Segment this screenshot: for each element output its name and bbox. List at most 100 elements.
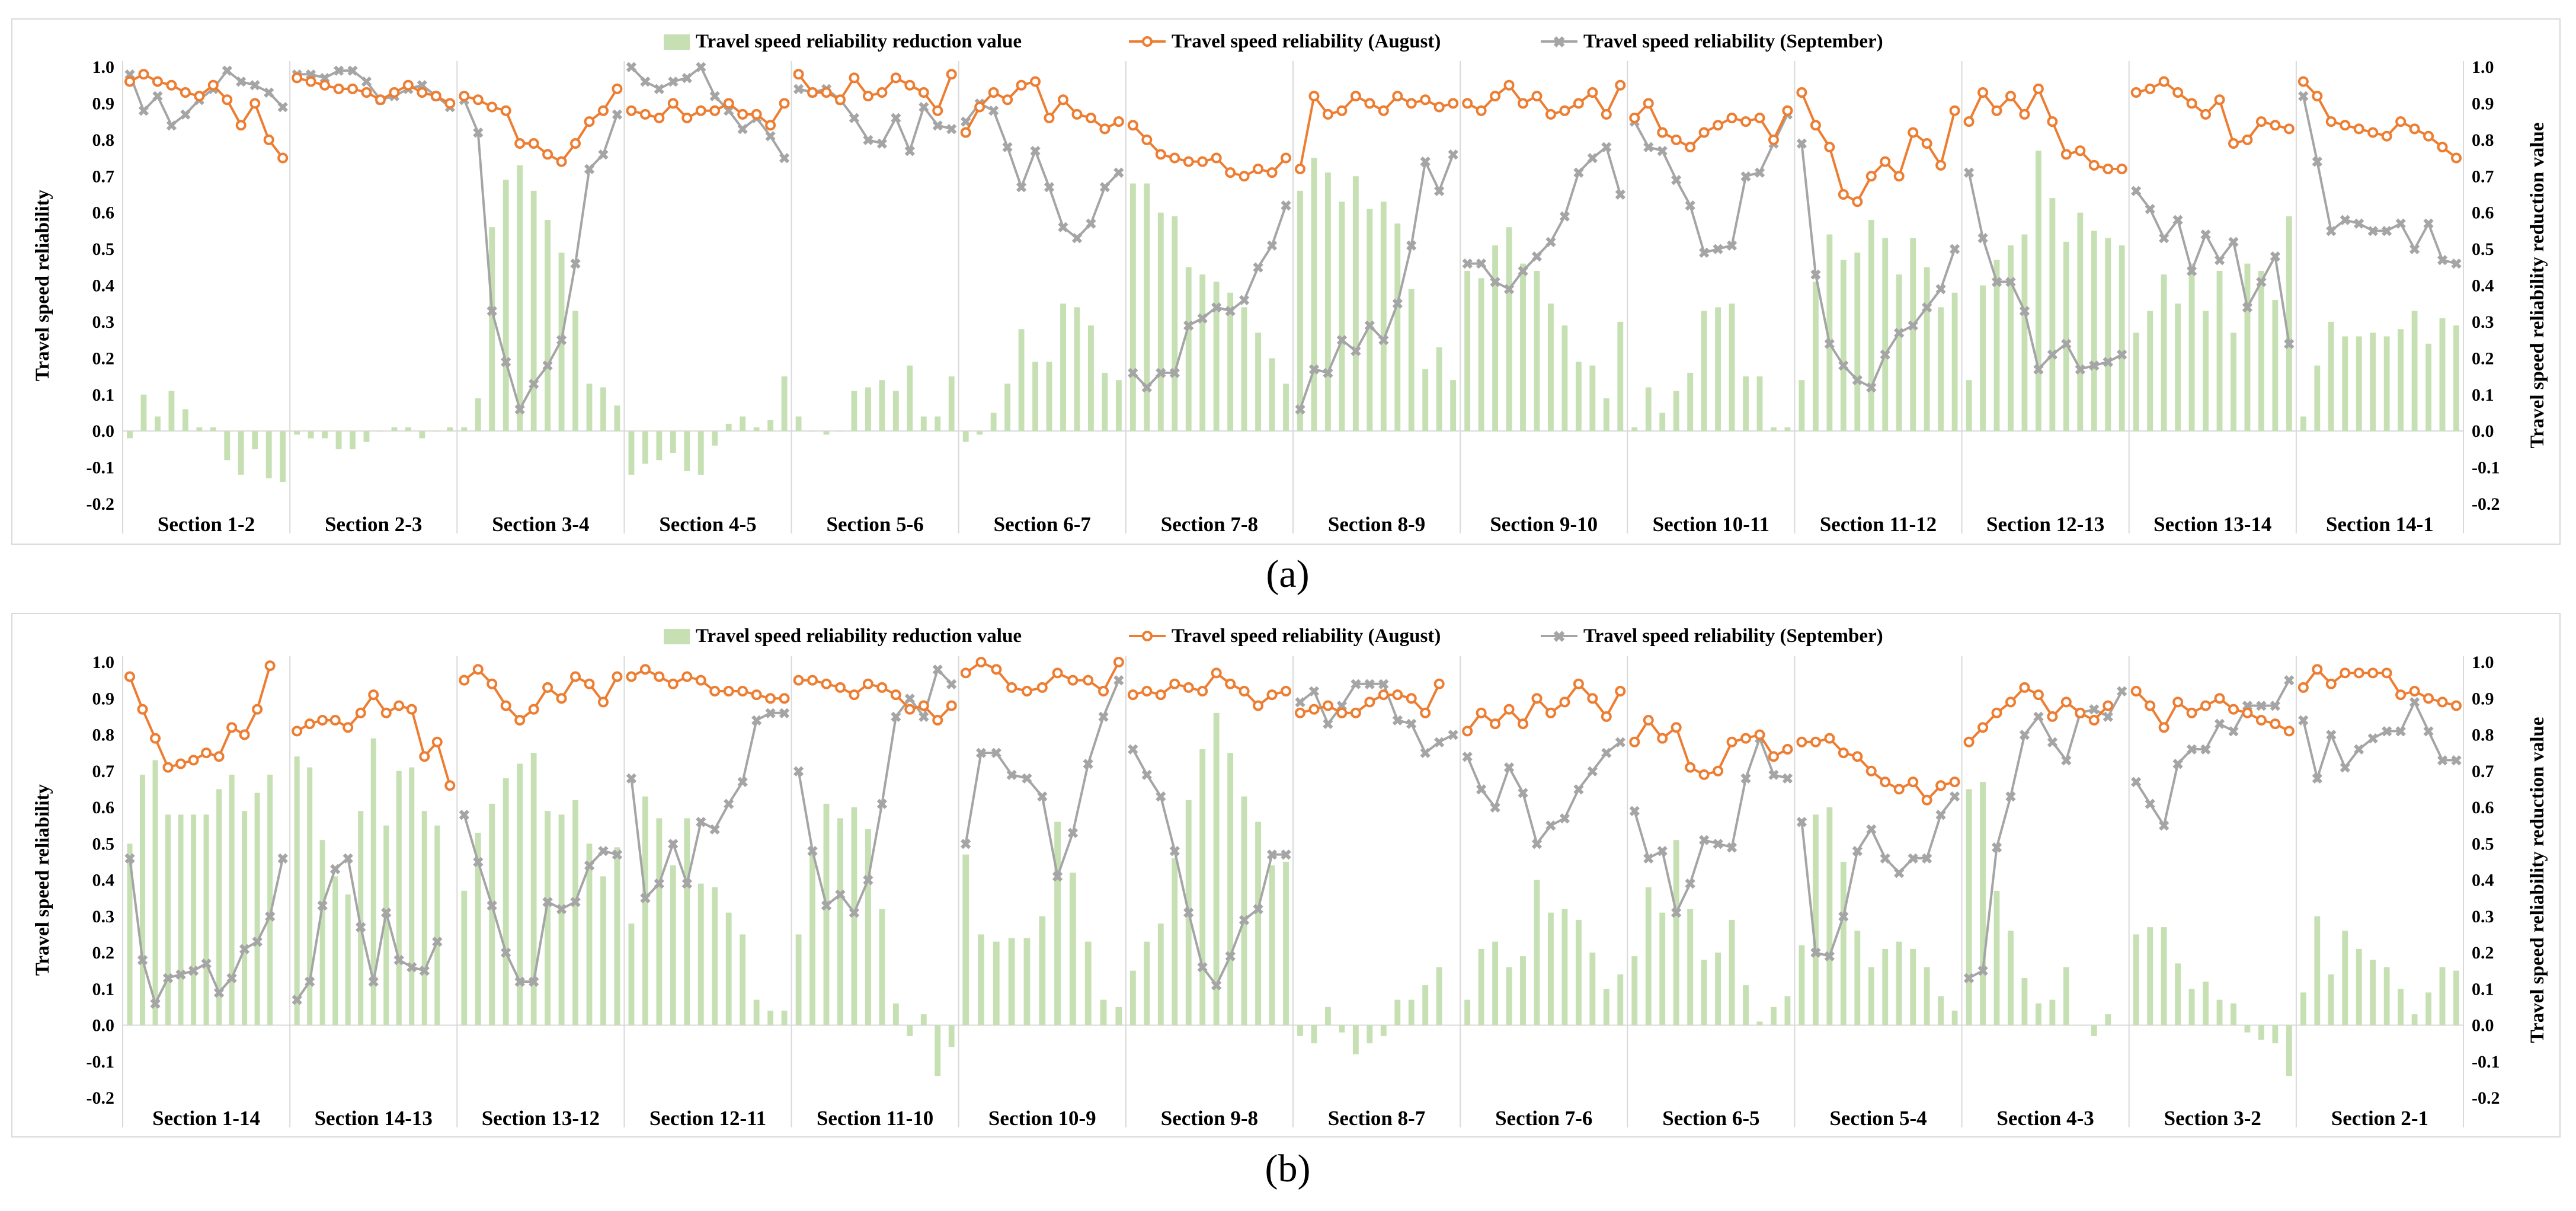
bar-reduction	[1743, 985, 1749, 1025]
point-august	[988, 87, 999, 98]
bar-reduction	[1325, 1006, 1331, 1025]
point-september: ✖	[1052, 870, 1064, 885]
point-september: ✖	[1796, 137, 1807, 152]
y-tick-right: 0.4	[2472, 276, 2494, 296]
bar-reduction	[155, 416, 161, 432]
line-august	[1633, 101, 1789, 149]
point-august	[667, 678, 679, 689]
bar-reduction	[2300, 992, 2306, 1025]
point-august	[1016, 79, 1027, 91]
bar-reduction	[1283, 861, 1289, 1025]
point-august	[2005, 91, 2016, 102]
point-august	[751, 108, 762, 120]
point-august	[2116, 163, 2127, 174]
bar-reduction	[1157, 212, 1164, 432]
bar-reduction	[558, 814, 565, 1025]
point-september: ✖	[764, 130, 776, 145]
point-august	[2283, 123, 2295, 135]
point-august	[1002, 94, 1013, 106]
bar-reduction	[530, 753, 537, 1025]
bar-reduction	[421, 811, 427, 1025]
point-august	[152, 76, 163, 87]
point-september: ✖	[695, 60, 707, 76]
bar-reduction	[1380, 202, 1387, 432]
point-september: ✖	[1614, 188, 1626, 203]
point-august	[1503, 79, 1515, 91]
point-august	[1350, 91, 1361, 102]
section-label: Section 4-3	[1996, 1107, 2094, 1130]
panel-caption: (b)	[1265, 1147, 1311, 1190]
point-september: ✖	[1907, 852, 1919, 867]
point-august	[1127, 120, 1138, 131]
bar-reduction	[2425, 992, 2431, 1025]
bar-reduction	[1297, 190, 1303, 432]
line-september	[1800, 143, 1956, 389]
section-group: ✖✖✖✖✖✖✖✖✖✖✖✖Section 6-7	[958, 61, 1125, 536]
y-tick-left: 0.6	[92, 798, 115, 817]
point-august	[1503, 704, 1515, 715]
bar-reduction	[851, 391, 857, 432]
point-august	[1392, 91, 1403, 102]
point-august	[264, 660, 276, 672]
bar-reduction	[697, 431, 704, 475]
bar-reduction	[1603, 989, 1609, 1025]
bar-reduction	[1951, 1011, 1958, 1025]
point-september: ✖	[820, 899, 832, 914]
point-august	[779, 693, 790, 704]
point-september: ✖	[1753, 166, 1765, 181]
point-august	[681, 671, 693, 682]
point-august	[329, 715, 341, 726]
point-september: ✖	[1893, 326, 1905, 341]
point-august	[124, 671, 135, 682]
point-september: ✖	[2074, 363, 2086, 378]
point-september: ✖	[1586, 765, 1598, 780]
section-group: ✖✖✖✖✖✖✖✖✖✖✖✖Section 11-10	[791, 656, 958, 1130]
point-august	[1587, 87, 1598, 98]
point-september: ✖	[1838, 910, 1849, 925]
bar-reduction	[1993, 890, 2000, 1025]
bar-reduction	[447, 427, 453, 432]
bar-reduction	[2008, 931, 2014, 1025]
bar-reduction	[1534, 880, 1540, 1025]
point-september: ✖	[807, 845, 818, 860]
y-tick-left: 0.6	[92, 203, 115, 223]
bar-reduction	[238, 431, 244, 475]
point-august	[1713, 120, 1724, 131]
point-august	[1713, 765, 1724, 777]
bar-reduction	[753, 999, 760, 1025]
bar-reduction	[1561, 325, 1568, 432]
line-september	[463, 99, 619, 413]
point-august	[2172, 87, 2184, 98]
point-september: ✖	[1239, 913, 1250, 929]
legend-label-august: Travel speed reliability (August)	[1172, 625, 1441, 647]
bar-reduction	[1589, 953, 1596, 1025]
point-september: ✖	[291, 993, 303, 1009]
point-september: ✖	[1406, 239, 1417, 254]
line-september	[296, 855, 439, 1001]
point-august	[1559, 696, 1570, 708]
point-september: ✖	[1545, 235, 1557, 251]
point-september: ✖	[1949, 242, 1961, 258]
point-august	[2088, 715, 2100, 726]
point-september: ✖	[1893, 866, 1905, 881]
point-august	[2423, 693, 2434, 704]
bar-reduction	[1826, 234, 1833, 432]
point-august	[1183, 682, 1194, 693]
bar-reduction	[1478, 278, 1484, 432]
bar-reduction	[2077, 212, 2084, 432]
point-september: ✖	[723, 797, 735, 813]
point-september: ✖	[1573, 782, 1585, 798]
section-label: Section 9-10	[1490, 513, 1598, 536]
point-september: ✖	[737, 122, 748, 138]
point-august	[1392, 689, 1403, 701]
point-september: ✖	[2144, 203, 2156, 218]
section-label: Section 9-8	[1161, 1107, 1258, 1130]
point-september: ✖	[2228, 724, 2239, 740]
bar-reduction	[1144, 941, 1150, 1025]
point-august	[1657, 127, 1668, 138]
point-august	[2340, 667, 2351, 679]
bar-reduction	[865, 829, 871, 1025]
section-group: ✖ ✖✖ ✖✖✖✖✖✖✖✖✖Section 9-10	[1460, 61, 1626, 536]
point-august	[1420, 707, 1431, 718]
point-september: ✖	[1419, 746, 1431, 762]
